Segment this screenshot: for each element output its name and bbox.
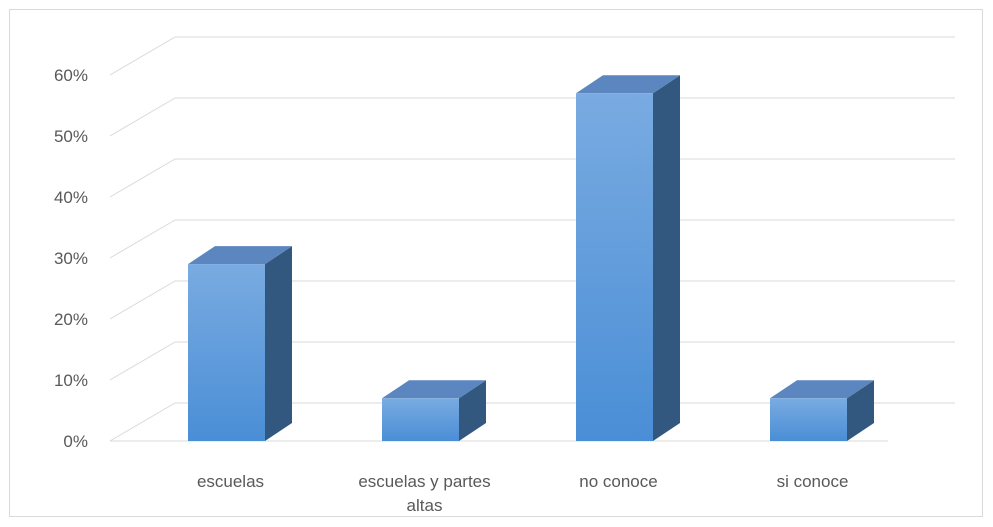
y-tick-label: 40% [54, 188, 88, 207]
gridline-side [109, 402, 176, 442]
x-category-label: escuelas [197, 472, 264, 491]
x-category-label: no conoce [579, 472, 657, 491]
x-axis-labels: escuelas escuelas y partes altas no conoce s… [197, 472, 848, 515]
bar [770, 380, 874, 441]
gridline-side [109, 36, 176, 76]
gridline-side [109, 158, 176, 198]
bars [188, 75, 874, 442]
y-tick-label: 30% [54, 249, 88, 268]
y-tick-label: 60% [54, 66, 88, 85]
bar-front [576, 93, 653, 442]
bar [382, 380, 486, 441]
bar-top [770, 380, 874, 399]
gridlines [109, 36, 955, 442]
bar [188, 246, 292, 441]
y-tick-label: 10% [54, 371, 88, 390]
y-tick-label: 20% [54, 310, 88, 329]
bar-side [459, 380, 486, 441]
bar-front [382, 398, 459, 441]
x-category-label: escuelas y partes altas [358, 472, 490, 515]
y-tick-label: 0% [63, 432, 88, 451]
gridline-side [109, 219, 176, 259]
bar-top [188, 246, 292, 265]
gridline-side [109, 97, 176, 137]
bar-top [576, 75, 680, 94]
bar-front [188, 264, 265, 441]
bar-side [653, 75, 680, 442]
x-category-label: si conoce [777, 472, 849, 491]
y-tick-label: 50% [54, 127, 88, 146]
bar-side [265, 246, 292, 441]
bar-top [382, 380, 486, 399]
gridline-side [109, 341, 176, 381]
bar [576, 75, 680, 442]
y-axis-ticks: 0% 10% 20% 30% 40% 50% 60% [54, 66, 88, 451]
gridline-side [109, 280, 176, 320]
bar-side [847, 380, 874, 441]
bar-front [770, 398, 847, 441]
